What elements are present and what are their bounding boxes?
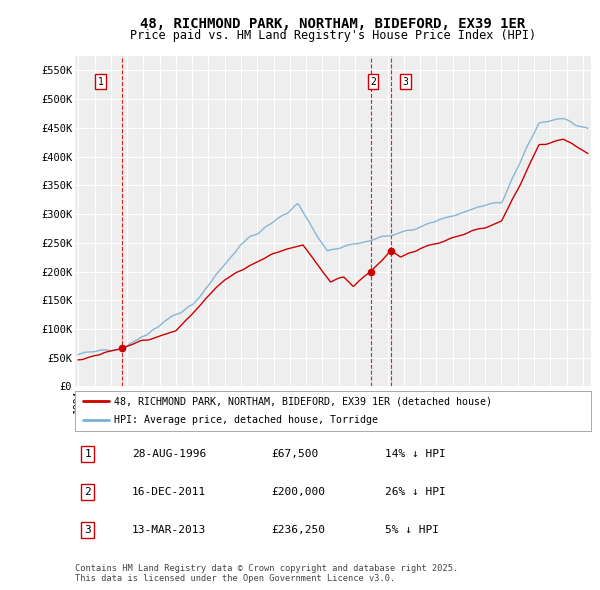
- Text: 1: 1: [85, 450, 91, 460]
- Text: 16-DEC-2011: 16-DEC-2011: [132, 487, 206, 497]
- Text: 26% ↓ HPI: 26% ↓ HPI: [385, 487, 445, 497]
- Text: 28-AUG-1996: 28-AUG-1996: [132, 450, 206, 460]
- Text: £236,250: £236,250: [271, 525, 325, 535]
- Text: 3: 3: [403, 77, 409, 87]
- Text: £67,500: £67,500: [271, 450, 319, 460]
- Text: Price paid vs. HM Land Registry's House Price Index (HPI): Price paid vs. HM Land Registry's House …: [130, 29, 536, 42]
- Text: 48, RICHMOND PARK, NORTHAM, BIDEFORD, EX39 1ER: 48, RICHMOND PARK, NORTHAM, BIDEFORD, EX…: [140, 17, 526, 31]
- Text: 14% ↓ HPI: 14% ↓ HPI: [385, 450, 445, 460]
- Text: 1: 1: [98, 77, 103, 87]
- Text: HPI: Average price, detached house, Torridge: HPI: Average price, detached house, Torr…: [114, 415, 378, 425]
- Text: Contains HM Land Registry data © Crown copyright and database right 2025.
This d: Contains HM Land Registry data © Crown c…: [75, 563, 458, 583]
- Text: £200,000: £200,000: [271, 487, 325, 497]
- Text: 2: 2: [85, 487, 91, 497]
- Text: 5% ↓ HPI: 5% ↓ HPI: [385, 525, 439, 535]
- Text: 13-MAR-2013: 13-MAR-2013: [132, 525, 206, 535]
- Text: 3: 3: [85, 525, 91, 535]
- Text: 48, RICHMOND PARK, NORTHAM, BIDEFORD, EX39 1ER (detached house): 48, RICHMOND PARK, NORTHAM, BIDEFORD, EX…: [114, 396, 492, 407]
- Text: 2: 2: [370, 77, 376, 87]
